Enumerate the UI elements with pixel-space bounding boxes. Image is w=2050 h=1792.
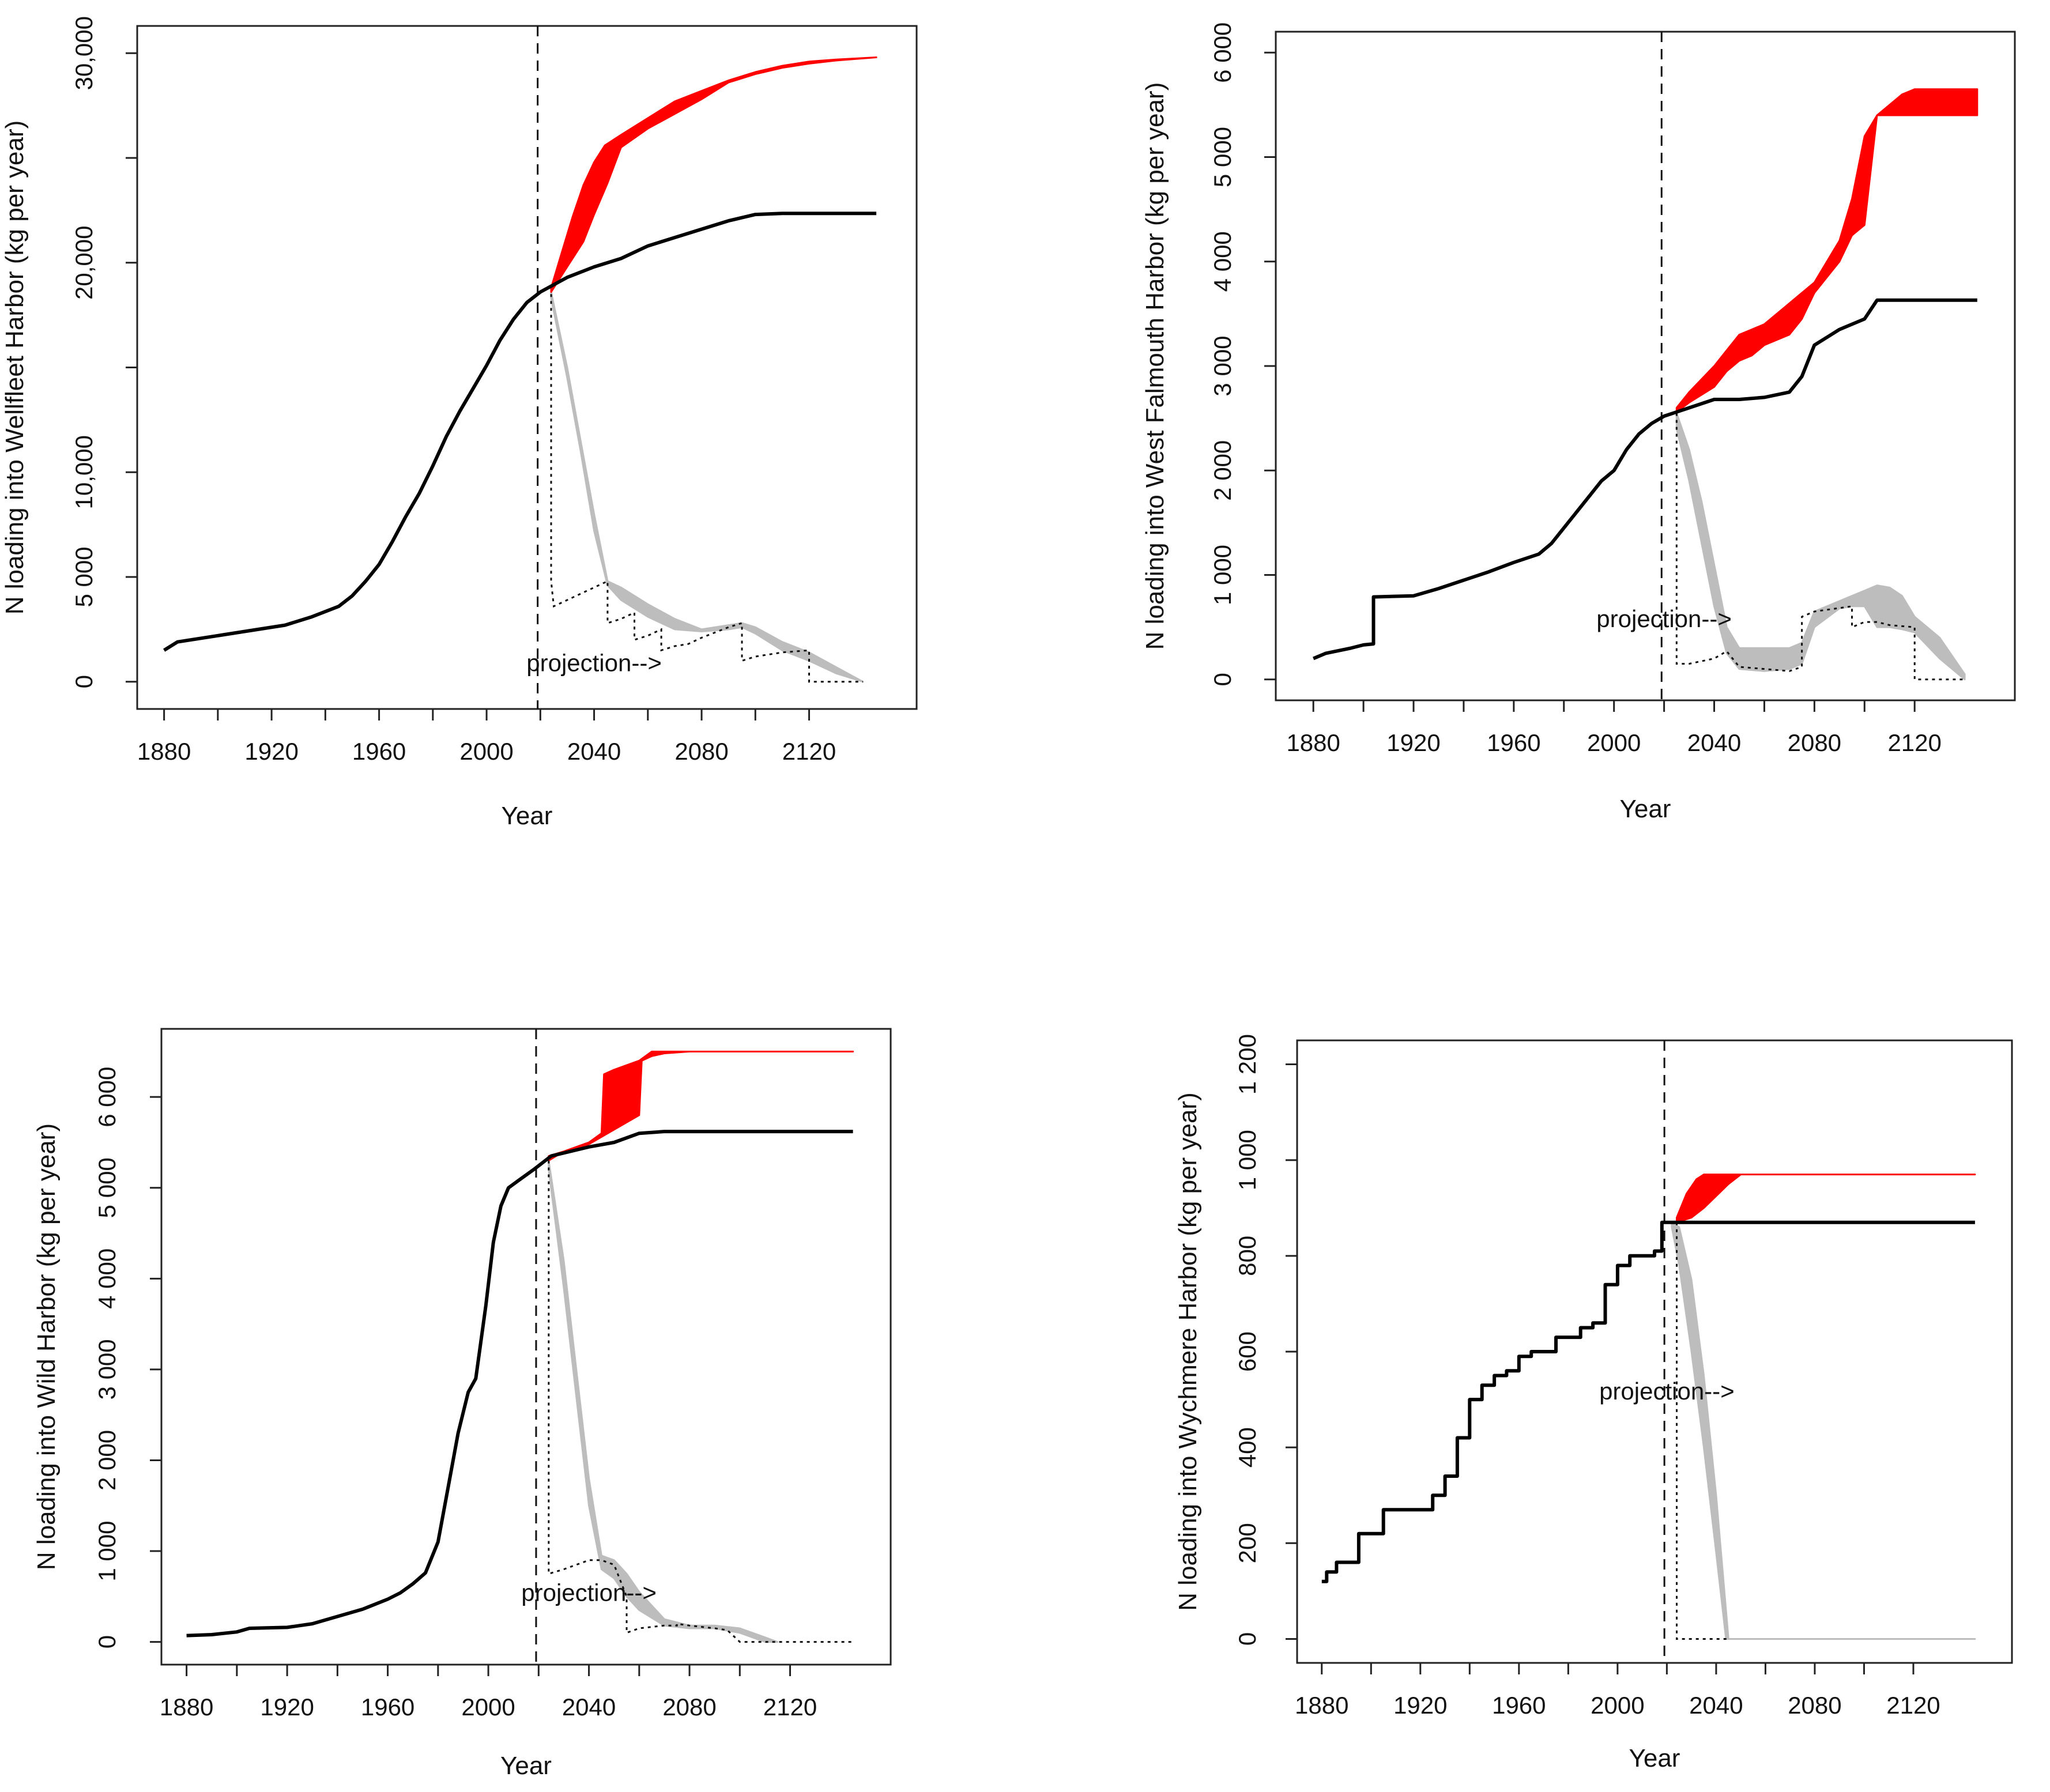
x-axis-title: Year (1620, 795, 1671, 823)
x-tick-label: 1960 (352, 738, 406, 765)
baseline-line (1321, 1220, 1975, 1583)
lower-envelope-band (548, 1160, 779, 1643)
projection-annotation: projection--> (1599, 1378, 1735, 1405)
x-tick-label: 1920 (1393, 1692, 1447, 1719)
x-tick-label: 1880 (137, 738, 191, 765)
y-tick-label: 1 000 (1209, 545, 1236, 605)
y-tick-label: 6 000 (93, 1067, 120, 1127)
upper-envelope-band (548, 1050, 854, 1161)
y-tick-label: 4 000 (1209, 231, 1236, 292)
scenario-dotted-line (1675, 413, 1965, 681)
x-tick-label: 2040 (1689, 1692, 1743, 1719)
x-tick-label: 2080 (1788, 729, 1841, 756)
upper-envelope-band (550, 56, 877, 293)
x-tick-label: 1920 (1386, 729, 1440, 756)
lower-envelope-band (1675, 412, 1966, 681)
y-tick-label: 10,000 (70, 435, 97, 509)
y-axis-title: N loading into West Falmouth Harbor (kg … (1141, 82, 1169, 650)
lower-envelope-band (1671, 1221, 1976, 1640)
y-tick-label: 20,000 (70, 226, 97, 300)
y-axis-title: N loading into Wild Harbor (kg per year) (32, 1123, 61, 1570)
y-tick-label: 4 000 (93, 1248, 120, 1309)
x-tick-label: 2120 (1887, 729, 1941, 756)
projection-annotation: projection--> (521, 1579, 657, 1606)
y-tick-label: 30,000 (70, 16, 97, 90)
x-tick-label: 2040 (567, 738, 621, 765)
upper-envelope-band (1676, 1174, 1976, 1224)
y-tick-label: 1 200 (1234, 1034, 1261, 1095)
plot-area (186, 1029, 854, 1665)
y-tick-label: 0 (93, 1635, 120, 1648)
y-tick-label: 1 000 (1234, 1130, 1261, 1190)
y-tick-label: 200 (1234, 1523, 1261, 1563)
y-tick-label: 0 (70, 675, 97, 688)
y-tick-label: 0 (1234, 1632, 1261, 1646)
upper-envelope-band (1675, 88, 1979, 413)
y-tick-label: 5 000 (93, 1157, 120, 1218)
x-tick-label: 1920 (244, 738, 298, 765)
y-tick-label: 800 (1234, 1236, 1261, 1276)
x-tick-label: 1960 (1492, 1692, 1546, 1719)
x-tick-label: 2120 (782, 738, 836, 765)
y-tick-label: 1 000 (93, 1521, 120, 1581)
scenario-dotted-line (1676, 1222, 1729, 1640)
x-tick-label: 2000 (1591, 1692, 1644, 1719)
x-tick-label: 2120 (1886, 1692, 1940, 1719)
x-tick-label: 2080 (674, 738, 728, 765)
y-axis-title: N loading into Wellfleet Harbor (kg per … (1, 120, 29, 615)
baseline-line (163, 212, 877, 652)
y-tick-label: 3 000 (1209, 335, 1236, 396)
y-tick-label: 5 000 (1209, 127, 1236, 187)
plot-area (163, 26, 877, 709)
x-axis-title: Year (500, 1752, 552, 1780)
x-axis-title: Year (1629, 1744, 1680, 1772)
y-tick-label: 5 000 (70, 546, 97, 607)
baseline-line (186, 1130, 853, 1638)
y-tick-label: 2 000 (1209, 440, 1236, 501)
x-tick-label: 1880 (1295, 1692, 1348, 1719)
x-axis-title: Year (502, 802, 553, 830)
projection-annotation: projection--> (1596, 605, 1732, 632)
y-tick-label: 2 000 (93, 1430, 120, 1491)
plot-area (1321, 1040, 1976, 1663)
x-tick-label: 2080 (662, 1693, 716, 1721)
x-tick-label: 2040 (562, 1693, 616, 1721)
y-tick-label: 0 (1209, 673, 1236, 686)
chart-panel-bottom-right: 1880 1920 1960 2000 2040 2080 2120 0 200 400 600 80… (1174, 1034, 2013, 1772)
y-tick-label: 400 (1234, 1427, 1261, 1467)
x-tick-label: 1960 (361, 1693, 414, 1721)
projection-annotation: projection--> (526, 650, 662, 677)
plot-frame (160, 1028, 892, 1666)
x-tick-label: 2120 (763, 1693, 817, 1721)
x-tick-label: 2000 (459, 738, 513, 765)
x-tick-label: 2000 (1587, 729, 1641, 756)
x-tick-label: 1880 (1286, 729, 1340, 756)
y-tick-label: 600 (1234, 1331, 1261, 1372)
x-tick-label: 2000 (461, 1693, 515, 1721)
chart-panel-bottom-left: 1880 1920 1960 2000 2040 2080 2120 0 1 000 2 000 3… (32, 1028, 892, 1780)
y-axis-title: N loading into Wychmere Harbor (kg per y… (1174, 1092, 1202, 1611)
y-tick-label: 6 000 (1209, 22, 1236, 83)
x-tick-label: 1880 (160, 1693, 213, 1721)
x-tick-label: 2080 (1788, 1692, 1841, 1719)
plot-area (1313, 32, 1979, 700)
x-tick-label: 1960 (1487, 729, 1540, 756)
scenario-dotted-line (550, 294, 863, 683)
chart-panel-top-right: 1880 1920 1960 2000 2040 2080 2120 0 1 000 2 000 3… (1141, 22, 2016, 823)
x-tick-label: 1920 (260, 1693, 314, 1721)
baseline-line (1313, 298, 1977, 661)
x-tick-label: 2040 (1687, 729, 1741, 756)
chart-panel-top-left: 1880 1920 1960 2000 2040 2080 2120 0 5 000 10,000… (1, 16, 918, 830)
lower-envelope-band (550, 291, 864, 683)
y-tick-label: 3 000 (93, 1339, 120, 1399)
